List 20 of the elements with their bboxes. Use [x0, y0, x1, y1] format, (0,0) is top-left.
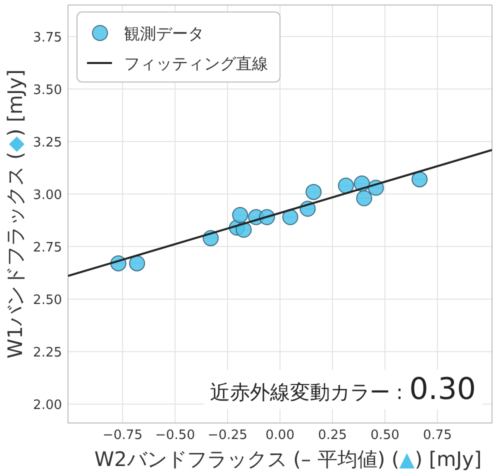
y-tick-label: 2.50 [33, 293, 62, 308]
y-tick-label: 3.25 [33, 136, 62, 151]
x-tick-label: −0.50 [155, 428, 195, 443]
legend-label: 観測データ [124, 24, 204, 43]
x-tick-label: 0.50 [370, 428, 400, 443]
y-tick-label: 3.50 [33, 83, 62, 98]
y-tick-label: 3.00 [33, 188, 62, 204]
y-tick-label: 2.00 [33, 398, 62, 414]
x-tick-label: 0.00 [266, 428, 294, 443]
y-tick-label: 2.25 [33, 346, 62, 361]
legend-label: フィッティング直線 [124, 54, 268, 73]
annotation: 近赤外線変動カラー : 0.30 [210, 372, 476, 407]
x-tick-label: 0.75 [422, 428, 452, 443]
x-tick-label: 0.25 [318, 428, 347, 443]
x-axis-title: W2バンドフラックス (– 平均値) (▲) [mJy] [94, 447, 482, 471]
y-axis-title: W1バンドフラックス (◆) [mJy] [3, 69, 27, 359]
x-tick-label: −0.75 [102, 428, 142, 443]
x-tick-label: −0.25 [208, 428, 248, 443]
y-tick-label: 3.75 [33, 30, 62, 46]
y-tick-label: 2.75 [33, 240, 62, 256]
